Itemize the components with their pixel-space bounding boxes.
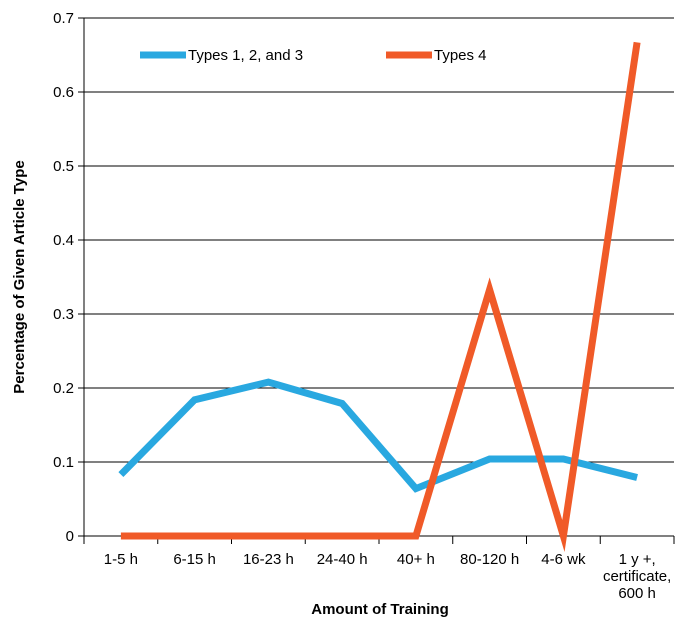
x-tick-labels: 1-5 h 6-15 h 16-23 h 24-40 h 40+ h 80-120 h 4-… (104, 551, 672, 602)
x-tick-label: 16-23 h (243, 551, 294, 568)
y-tick-label: 0 (66, 528, 74, 545)
x-tick-label: 1 y +, certificate, 600 h (603, 551, 671, 602)
y-tick-label: 0.3 (53, 306, 74, 323)
x-tick-label: 4-6 wk (541, 551, 586, 568)
axes (83, 18, 674, 537)
x-tick-label: 40+ h (397, 551, 435, 568)
y-tick-label: 0.4 (53, 232, 74, 249)
series-line-1 (118, 378, 638, 493)
y-tick-label: 0.2 (53, 380, 74, 397)
y-tick-label: 0.1 (53, 454, 74, 471)
y-tick-label: 0.7 (53, 10, 74, 27)
y-tick-label: 0.5 (53, 158, 74, 175)
x-tick-label: 1-5 h (104, 551, 138, 568)
x-tick-label: 24-40 h (317, 551, 368, 568)
legend: Types 1, 2, and 3 Types 4 (140, 47, 487, 64)
legend-label: Types 4 (434, 47, 487, 64)
x-tick-label: 80-120 h (460, 551, 519, 568)
y-tick-labels: 0 0.1 0.2 0.3 0.4 0.5 0.6 0.7 (53, 10, 74, 545)
grid-lines (78, 17, 675, 544)
x-axis-title: Amount of Training (311, 601, 448, 618)
x-tick-label: 6-15 h (173, 551, 216, 568)
series-lines (118, 41, 641, 553)
y-axis-title: Percentage of Given Article Type (11, 160, 28, 393)
series-line-2 (120, 41, 641, 553)
y-tick-label: 0.6 (53, 84, 74, 101)
legend-label: Types 1, 2, and 3 (188, 47, 303, 64)
